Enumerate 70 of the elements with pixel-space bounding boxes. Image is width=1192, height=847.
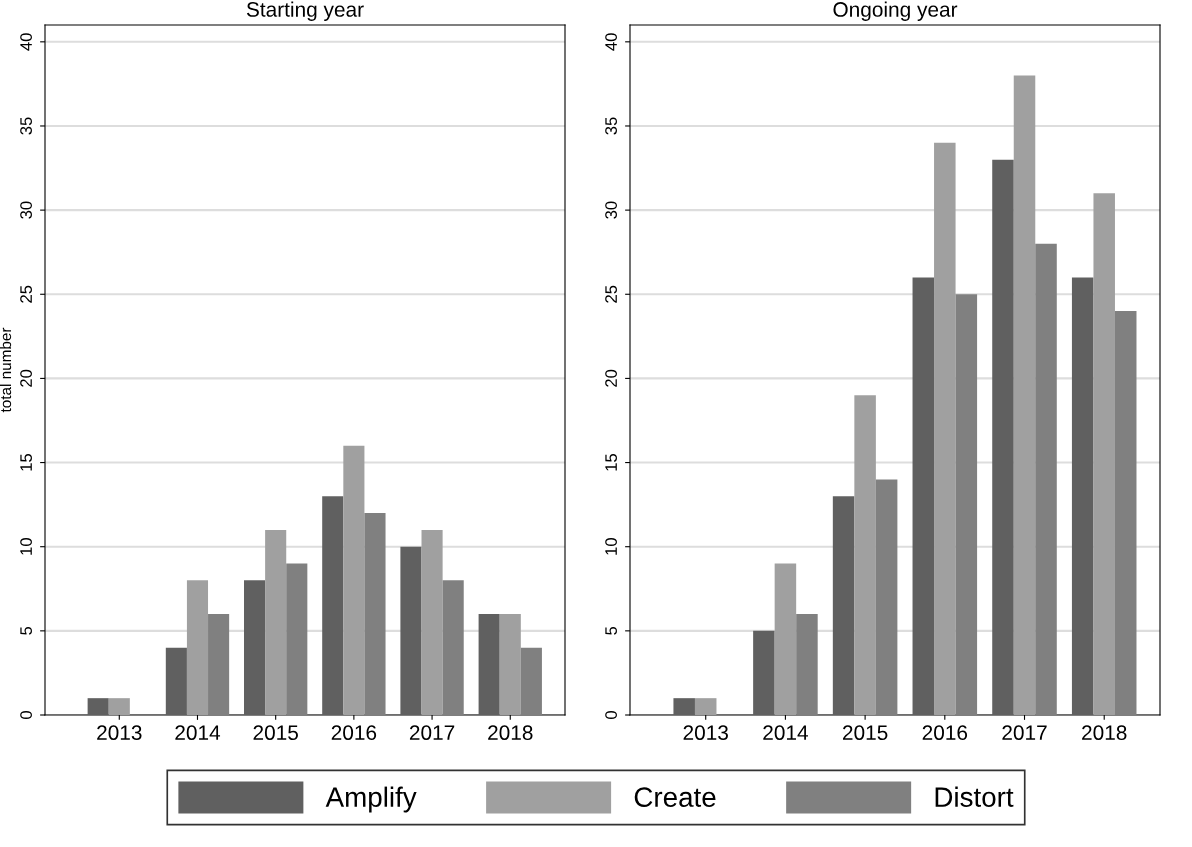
- x-tick-label: 2016: [922, 725, 968, 741]
- chart-title: Starting year: [246, 1, 364, 21]
- y-tick-label: 20: [20, 369, 32, 387]
- y-tick-label: 5: [605, 626, 617, 635]
- bar: [421, 529, 443, 715]
- legend-label: Amplify: [325, 786, 417, 813]
- x-tick-label: 2014: [763, 725, 808, 741]
- bar: [832, 496, 855, 715]
- y-tick-label: 10: [20, 538, 32, 555]
- y-tick-label: 0: [605, 711, 617, 719]
- bar: [796, 614, 818, 715]
- y-tick-label: 30: [605, 201, 617, 219]
- bar: [875, 479, 898, 715]
- x-tick-label: 2017: [409, 725, 455, 741]
- x-tick-label: 2013: [97, 725, 142, 741]
- x-tick-label: 2013: [683, 725, 728, 741]
- bar: [364, 513, 386, 715]
- bar: [400, 546, 422, 715]
- bar: [322, 496, 344, 715]
- bar: [753, 630, 775, 715]
- chart-title: Ongoing year: [833, 1, 958, 21]
- y-tick-label: 40: [20, 33, 32, 51]
- y-tick-label: 15: [605, 453, 617, 471]
- y-tick-label: 35: [20, 117, 32, 135]
- y-tick-label: 40: [605, 33, 617, 51]
- x-tick-label: 2016: [331, 725, 377, 741]
- y-tick-label: 0: [20, 711, 32, 719]
- y-tick-label: 25: [20, 285, 32, 303]
- bar: [87, 698, 109, 715]
- bar: [774, 563, 797, 715]
- y-tick-label: 15: [20, 453, 32, 471]
- bar: [478, 614, 500, 715]
- bar: [165, 647, 187, 715]
- x-tick-label: 2014: [175, 725, 221, 741]
- bar: [244, 580, 266, 715]
- bar: [208, 614, 230, 715]
- bar: [186, 580, 209, 715]
- bar: [992, 159, 1014, 715]
- bar: [1093, 193, 1115, 715]
- bar: [499, 614, 521, 715]
- bar: [286, 563, 308, 715]
- bar: [694, 698, 717, 715]
- bar: [442, 580, 464, 715]
- y-tick-label: 35: [605, 117, 617, 135]
- y-tick-label: 30: [20, 201, 32, 219]
- y-tick-label: 10: [605, 538, 617, 555]
- bar: [343, 445, 365, 715]
- bar: [265, 529, 287, 715]
- bar: [673, 698, 695, 715]
- bar: [955, 294, 978, 715]
- x-tick-label: 2018: [488, 725, 533, 741]
- y-tick-label: 20: [605, 369, 617, 387]
- y-axis-title: total number: [0, 327, 12, 413]
- bar: [520, 647, 542, 715]
- x-tick-label: 2015: [253, 725, 298, 741]
- x-tick-label: 2015: [842, 725, 888, 741]
- legend-label: Create: [634, 787, 716, 807]
- x-tick-label: 2018: [1082, 725, 1127, 741]
- y-tick-label: 25: [605, 285, 617, 303]
- bar: [1114, 311, 1137, 715]
- bar: [934, 142, 956, 715]
- legend-label: Distort: [935, 786, 1014, 807]
- bar: [1035, 243, 1057, 715]
- y-tick-label: 5: [20, 626, 32, 635]
- bar: [108, 698, 130, 715]
- bar: [1071, 277, 1094, 715]
- bar: [1013, 75, 1036, 715]
- x-tick-label: 2017: [1002, 725, 1047, 741]
- bar: [912, 277, 935, 715]
- bar: [854, 395, 876, 715]
